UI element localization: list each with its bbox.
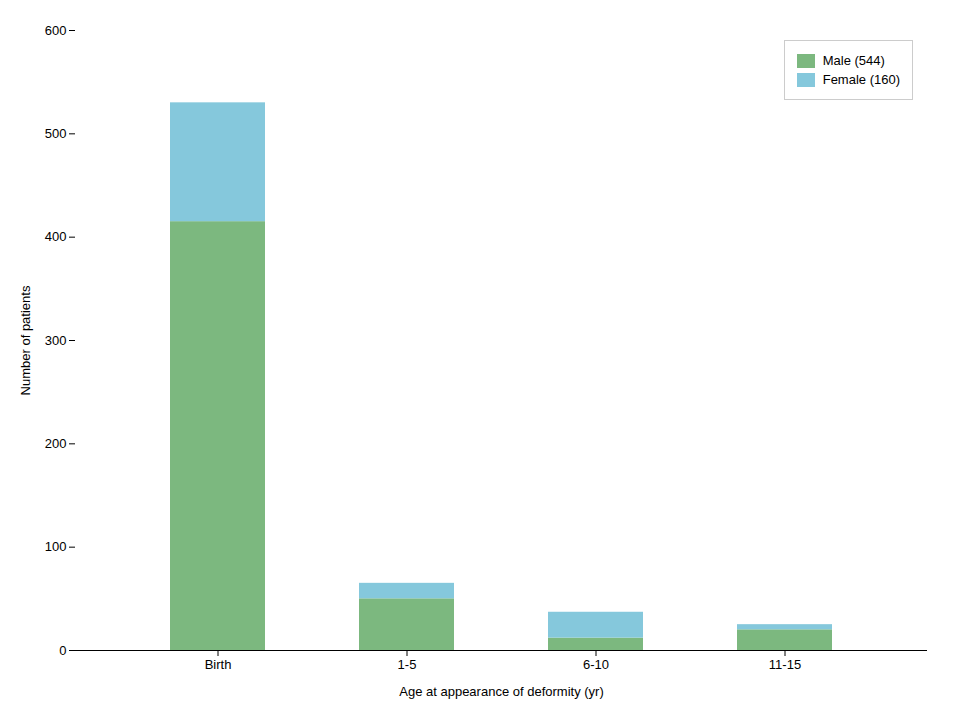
svg-text:Birth: Birth — [205, 657, 232, 672]
svg-text:100: 100 — [45, 539, 67, 554]
svg-text:200: 200 — [45, 436, 67, 451]
svg-text:Number of patients: Number of patients — [18, 285, 33, 395]
svg-text:500: 500 — [45, 126, 67, 141]
svg-text:1-5: 1-5 — [398, 657, 417, 672]
svg-text:300: 300 — [45, 333, 67, 348]
html-text:Female (160): Female (160) — [822, 72, 900, 87]
svg-text:0: 0 — [59, 643, 66, 658]
svg-text:600: 600 — [45, 23, 67, 38]
html-text:Male (544): Male (544) — [822, 53, 885, 68]
svg-text:400: 400 — [45, 229, 67, 244]
svg-text:Age at appearance of deformity: Age at appearance of deformity (yr) — [399, 684, 604, 699]
svg-text:6-10: 6-10 — [583, 657, 609, 672]
svg-text:11-15: 11-15 — [769, 657, 801, 672]
